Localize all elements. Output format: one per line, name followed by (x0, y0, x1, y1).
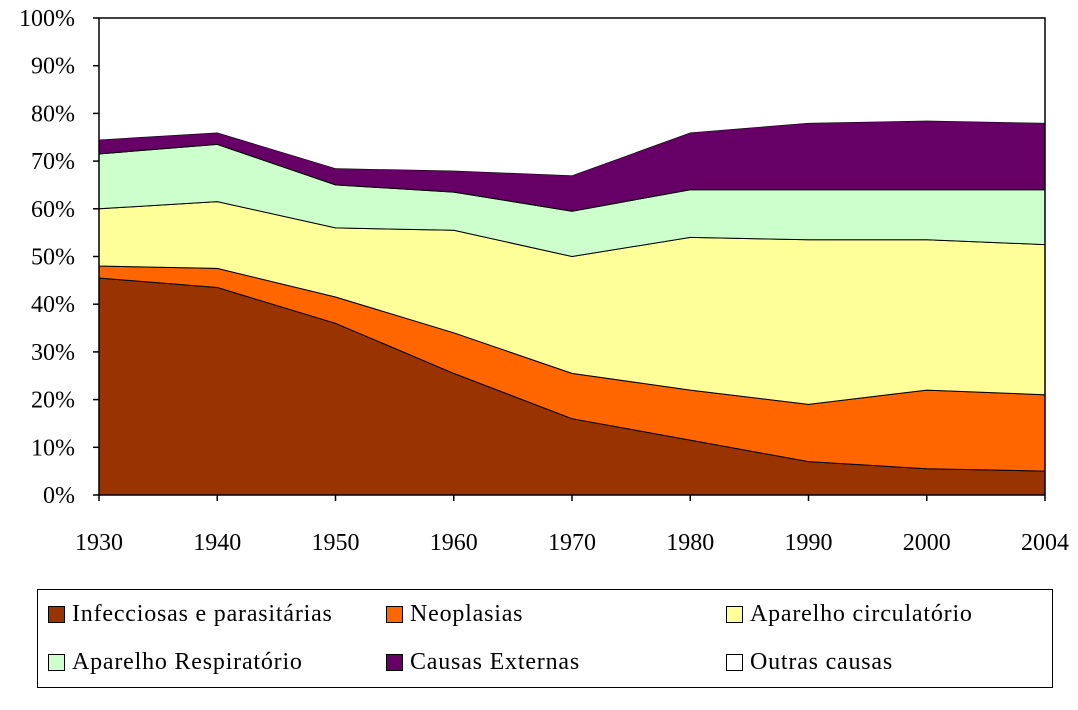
legend-label: Infecciosas e parasitárias (72, 600, 333, 627)
plot-area-frame (98, 17, 1046, 496)
y-axis: 0% 10% 20% 30% 40% 50% 60% 70% 80% 90% 100% (19, 6, 99, 509)
y-tick-label: 70% (31, 149, 75, 175)
x-tick-label: 1950 (312, 530, 360, 556)
legend-item-aparelho-circulatorio: Aparelho circulatório (726, 601, 973, 627)
x-tick-label: 1980 (666, 530, 714, 556)
legend-swatch (726, 605, 743, 623)
y-tick-label: 0% (43, 483, 75, 509)
legend-label: Aparelho circulatório (750, 600, 973, 627)
legend-item-causas-externas: Causas Externas (386, 649, 580, 675)
legend-swatch (386, 653, 403, 671)
stacked-area-chart: 0%10%20%30%40%50%60%70%80%90%100% 1930 19… (19, 6, 1069, 556)
area-outras-causas (99, 18, 1045, 176)
legend-label: Outras causas (750, 648, 894, 675)
y-tick-label: 100% (19, 6, 75, 32)
y-tick-label: 10% (31, 435, 75, 461)
legend-label: Neoplasias (410, 600, 524, 627)
legend-swatch (48, 653, 65, 671)
legend-swatch (726, 653, 743, 671)
x-tick-label: 2004 (1021, 530, 1069, 556)
legend-swatch (386, 605, 403, 623)
legend-label: Aparelho Respiratório (72, 648, 303, 675)
x-tick-label: 1970 (548, 530, 596, 556)
legend-swatch (48, 605, 65, 623)
y-tick-label: 60% (31, 197, 75, 223)
x-tick-label: 1990 (785, 530, 833, 556)
legend: Infecciosas e parasitárias Neoplasias Ap… (37, 589, 1053, 688)
x-tick-label: 1930 (75, 530, 123, 556)
x-tick-label: 1940 (193, 530, 241, 556)
legend-item-aparelho-respiratorio: Aparelho Respiratório (48, 649, 303, 675)
y-tick-label: 30% (31, 340, 75, 366)
y-tick-label: 80% (31, 101, 75, 127)
legend-item-neoplasias: Neoplasias (386, 601, 523, 627)
y-tick-label: 20% (31, 388, 75, 414)
x-axis: 1930 1940 1950 1960 1970 1980 1990 2000 2004 (75, 495, 1069, 556)
y-tick-label: 40% (31, 292, 75, 318)
x-tick-label: 1960 (430, 530, 478, 556)
x-tick-label: 2000 (903, 530, 951, 556)
y-tick-label: 50% (31, 245, 75, 271)
area-series-group (98, 18, 1046, 496)
legend-label: Causas Externas (410, 648, 580, 675)
y-tick-label: 90% (31, 54, 75, 80)
legend-item-outras-causas: Outras causas (726, 649, 893, 675)
legend-item-infecciosas: Infecciosas e parasitárias (48, 601, 333, 627)
